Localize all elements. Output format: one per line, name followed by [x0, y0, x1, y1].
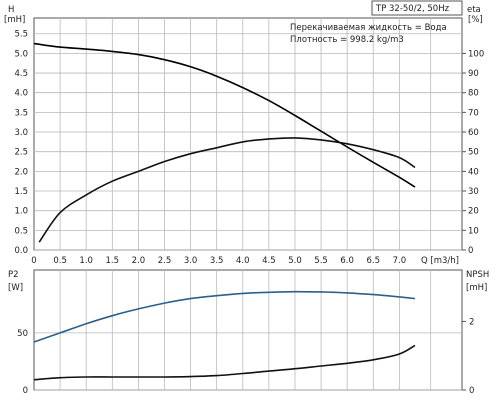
- top-left-tick-label: 4.0: [14, 89, 28, 99]
- top-right-tick-label: 40: [468, 167, 479, 177]
- top-right-tick-label: 30: [468, 187, 479, 197]
- bottom-right-axis-unit: [mH]: [466, 283, 487, 293]
- top-left-axis-unit: [mH]: [4, 15, 25, 25]
- top-left-tick-label: 1.5: [14, 187, 28, 197]
- bottom-chart-tick-labels: 0 50 0 2: [17, 317, 474, 396]
- x-tick-label: 3.0: [184, 256, 198, 266]
- top-chart-frame: [33, 17, 463, 251]
- bottom-npsh-curve: [33, 344, 416, 381]
- top-right-tick-label: 100: [468, 49, 484, 59]
- x-tick-label: 6.5: [367, 256, 381, 266]
- top-right-tick-label: 50: [468, 148, 479, 158]
- top-left-tick-label: 5.0: [14, 49, 28, 59]
- bottom-left-tick-label: 50: [17, 329, 28, 339]
- top-left-tick-label: 3.0: [14, 128, 28, 138]
- top-left-tick-label: 4.5: [14, 69, 28, 79]
- title-box: [371, 0, 463, 16]
- x-tick-label: 0.5: [53, 256, 67, 266]
- x-tick-label: 2.0: [132, 256, 146, 266]
- x-tick-label: 7.0: [393, 256, 407, 266]
- top-right-tick-label: 60: [468, 128, 479, 138]
- bottom-chart-frame: [33, 269, 463, 391]
- x-tick-label: 0: [31, 256, 36, 266]
- x-tick-label: 3.5: [210, 256, 224, 266]
- top-left-tick-label: 2.0: [14, 167, 28, 177]
- x-tick-label: 2.5: [158, 256, 172, 266]
- top-left-tick-label: 0.0: [14, 246, 28, 256]
- top-h-curve: [33, 42, 416, 188]
- top-eta-curve: [38, 137, 416, 243]
- top-right-axis-name: eta: [467, 5, 481, 15]
- density-label: Плотность = 998.2 kg/m3: [290, 35, 404, 45]
- top-left-tick-label: 0.5: [14, 226, 28, 236]
- top-right-tick-label: 70: [468, 108, 479, 118]
- x-tick-label: 1.5: [106, 256, 120, 266]
- bottom-left-tick-label: 0: [23, 386, 28, 396]
- bottom-right-axis-name: NPSH: [466, 270, 489, 280]
- bottom-right-tick-label: 0: [469, 386, 474, 396]
- x-tick-label: 5.0: [288, 256, 302, 266]
- top-right-tick-label: 80: [468, 89, 479, 99]
- top-chart-tick-labels: 0 0.5 1.0 1.5 2.0 2.5 3.0 3.5 4.0 4.5 5.0 5.5 6.0 6.5…: [14, 30, 484, 266]
- top-right-axis-unit: [%]: [468, 15, 483, 25]
- bottom-chart-curves: [33, 290, 416, 381]
- bottom-right-tick-label: 2: [469, 317, 474, 327]
- top-left-tick-label: 5.5: [14, 30, 28, 40]
- x-tick-label: 6.0: [340, 256, 354, 266]
- top-right-tick-label: 20: [468, 207, 479, 217]
- x-tick-label: 4.0: [236, 256, 250, 266]
- top-chart-grid: [34, 18, 462, 251]
- top-left-axis-name: H: [8, 5, 14, 15]
- top-right-tick-label: 90: [468, 69, 479, 79]
- x-tick-label: 5.5: [314, 256, 328, 266]
- x-tick-label: 4.5: [262, 256, 276, 266]
- top-chart-curves: [33, 42, 416, 243]
- top-left-tick-label: 3.5: [14, 108, 28, 118]
- x-tick-label: 1.0: [79, 256, 93, 266]
- chart-title: TP 32-50/2, 50Hz: [375, 4, 450, 14]
- top-right-tick-label: 10: [468, 226, 479, 236]
- fluid-label: Перекачиваемая жидкость = Вода: [290, 23, 447, 33]
- top-left-tick-label: 1.0: [14, 207, 28, 217]
- top-left-tick-label: 2.5: [14, 148, 28, 158]
- bottom-left-axis-name: P2: [8, 270, 19, 280]
- top-right-tick-label: 0: [468, 246, 473, 256]
- bottom-p2-curve: [33, 290, 416, 343]
- bottom-chart-grid: [34, 270, 462, 391]
- bottom-left-axis-unit: [W]: [8, 283, 23, 293]
- x-axis-label: Q [m3/h]: [421, 256, 459, 266]
